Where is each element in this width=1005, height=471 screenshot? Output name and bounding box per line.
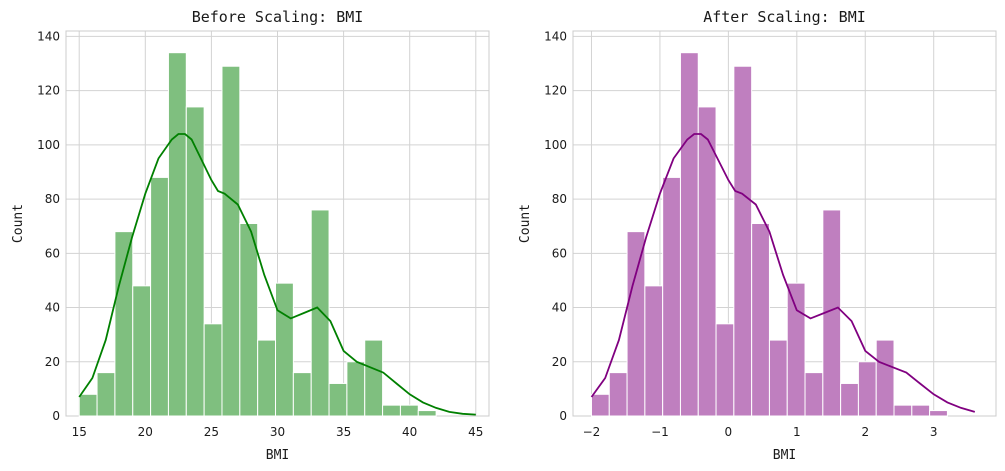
- histogram-bar: [96, 372, 116, 417]
- y-tick-label: 80: [552, 192, 567, 206]
- x-tick-label: 40: [402, 425, 417, 439]
- histogram-bar: [310, 209, 330, 417]
- chart-title: After Scaling: BMI: [703, 8, 866, 26]
- chart-title: Before Scaling: BMI: [192, 8, 364, 26]
- y-axis-label: Count: [11, 204, 26, 243]
- x-tick-label: 1: [793, 425, 801, 439]
- histogram-bar: [840, 382, 859, 417]
- histogram-bar: [804, 372, 824, 417]
- x-tick-label: 35: [336, 425, 351, 439]
- y-tick-label: 0: [559, 409, 567, 423]
- histogram-bar: [590, 393, 610, 417]
- x-tick-label: 2: [861, 425, 869, 439]
- histogram-bar: [275, 282, 294, 417]
- kde-line: [78, 133, 476, 416]
- histogram-bar: [399, 404, 419, 417]
- histogram-bar: [167, 52, 187, 417]
- histogram-bar: [346, 361, 366, 417]
- x-tick-label: 0: [725, 425, 733, 439]
- histogram-bar: [875, 339, 895, 417]
- histogram-bar: [679, 52, 699, 417]
- histogram-bar: [697, 106, 717, 417]
- histogram-bar: [417, 410, 437, 417]
- histogram-bar: [608, 372, 628, 417]
- histogram-bar: [132, 285, 152, 417]
- y-tick-label: 100: [544, 138, 567, 152]
- histogram-bar: [751, 223, 770, 417]
- histogram-bar: [626, 231, 646, 417]
- histogram-bar: [644, 285, 664, 417]
- y-tick-label: 20: [45, 355, 60, 369]
- histogram-bar: [768, 339, 788, 417]
- x-tick-label: 45: [468, 425, 483, 439]
- chart-panel-after-scaling: 0 20 40 60 80 100 120 140 −2 −1 0 1 2 3 After Scaling:…: [518, 8, 997, 463]
- histogram-bar: [150, 176, 169, 417]
- y-axis-label: Count: [518, 204, 533, 243]
- y-tick-label: 140: [37, 29, 60, 43]
- y-tick-label: 60: [552, 246, 567, 260]
- x-tick-label: 30: [270, 425, 285, 439]
- histogram-bar: [292, 372, 312, 417]
- y-tick-label: 60: [45, 246, 60, 260]
- x-tick-label: −2: [583, 425, 601, 439]
- x-axis-label: BMI: [266, 448, 289, 463]
- histogram-bar: [382, 404, 401, 417]
- histogram-bar: [257, 339, 277, 417]
- y-tick-label: 40: [552, 301, 567, 315]
- histogram-bar: [114, 231, 134, 417]
- histogram-bar: [662, 176, 681, 417]
- histogram-bar: [893, 404, 913, 417]
- histogram-bar: [786, 282, 806, 417]
- histogram-bar: [221, 65, 241, 417]
- chart-panel-before-scaling: 0 20 40 60 80 100 120 140 15 20 25 30 35 40 45 Before S…: [11, 8, 490, 463]
- histogram-bar: [715, 323, 735, 417]
- y-tick-label: 0: [52, 409, 60, 423]
- y-tick-label: 100: [37, 138, 60, 152]
- histogram-bar: [911, 404, 931, 417]
- histogram-bar: [929, 410, 948, 417]
- x-axis-label: BMI: [773, 448, 796, 463]
- histogram-bar: [733, 65, 753, 417]
- x-tick-label: 3: [930, 425, 938, 439]
- y-tick-label: 120: [544, 84, 567, 98]
- y-tick-label: 20: [552, 355, 567, 369]
- histogram-bar: [239, 223, 259, 417]
- y-tick-label: 80: [45, 192, 60, 206]
- x-tick-label: 15: [72, 425, 87, 439]
- y-tick-label: 140: [544, 29, 567, 43]
- x-tick-label: 25: [204, 425, 219, 439]
- histogram-bar: [203, 323, 223, 417]
- histogram-bar: [857, 361, 877, 417]
- y-tick-label: 120: [37, 84, 60, 98]
- x-tick-label: 20: [138, 425, 153, 439]
- histogram-bar: [78, 393, 98, 417]
- kde-line: [590, 133, 976, 413]
- y-tick-label: 40: [45, 301, 60, 315]
- histogram-bar: [185, 106, 205, 417]
- x-tick-label: −1: [651, 425, 669, 439]
- histogram-bar: [328, 382, 348, 417]
- histogram-bar: [364, 339, 384, 417]
